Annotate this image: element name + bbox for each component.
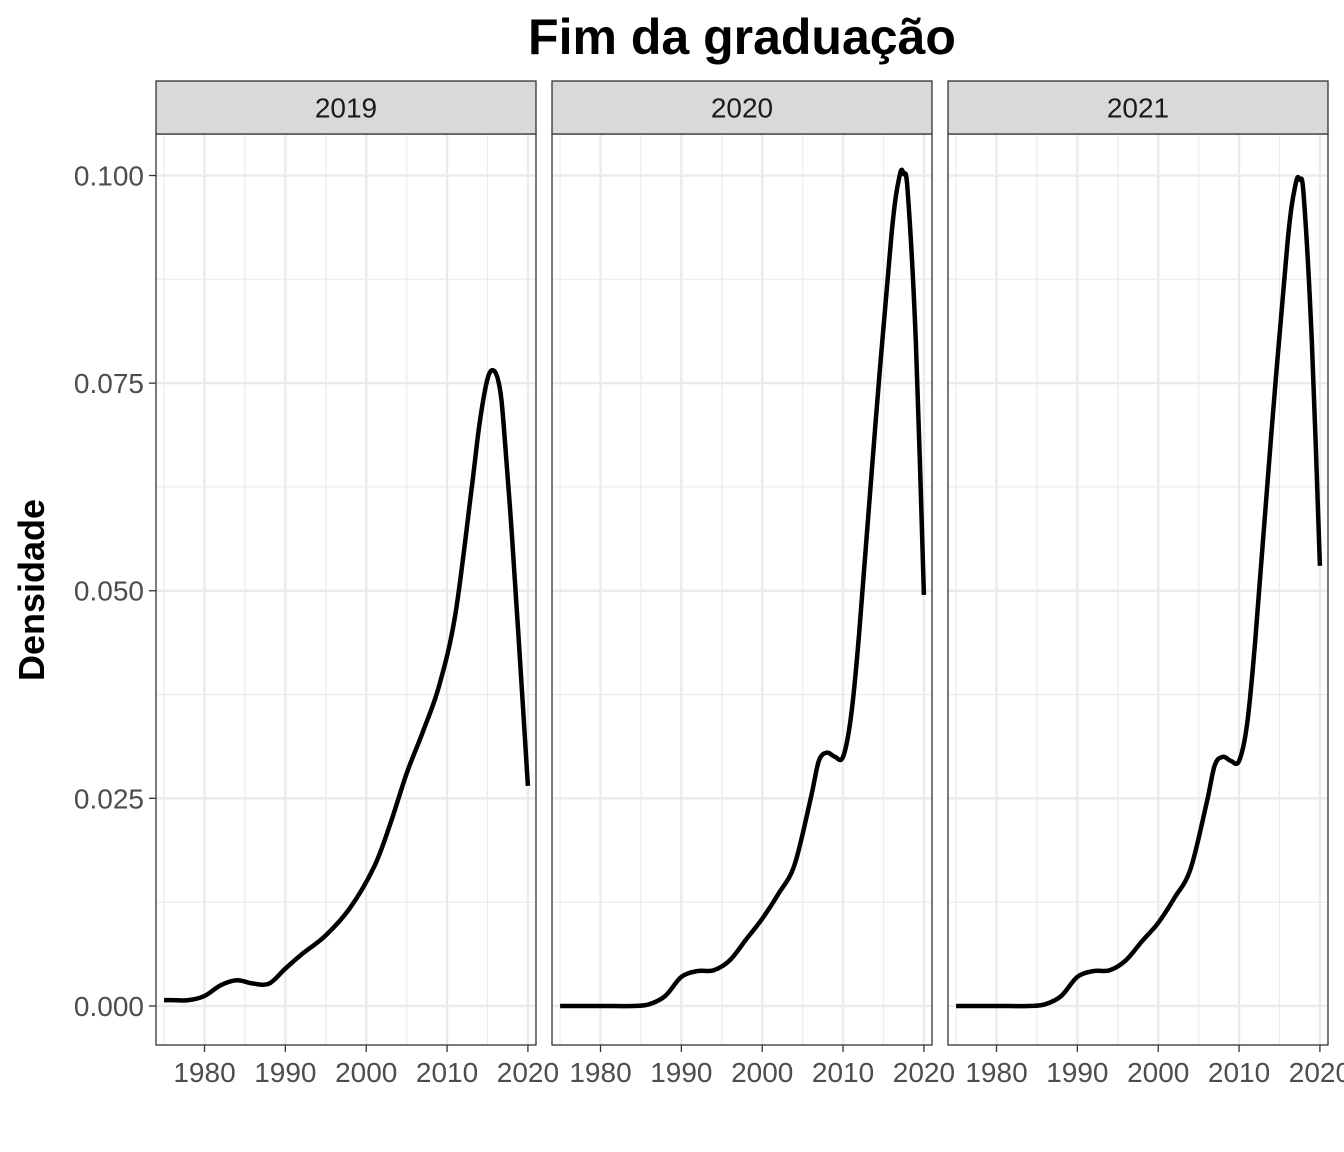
x-tick-label: 1990 xyxy=(650,1057,712,1088)
facet-panel-2019: 2019 1980 1990 2000 2010 2020 xyxy=(155,80,559,1088)
density-line-2021 xyxy=(956,174,1323,1009)
x-tick-label: 2000 xyxy=(335,1057,397,1088)
facet-strip xyxy=(551,80,933,135)
panel-background xyxy=(156,134,536,1045)
x-tick-label: 2010 xyxy=(1208,1057,1270,1088)
density-line-2019 xyxy=(164,367,531,1003)
x-tick-label: 2010 xyxy=(812,1057,874,1088)
y-tick-label: 0.100 xyxy=(74,161,144,192)
panel-background xyxy=(552,134,932,1045)
x-tick-label: 2020 xyxy=(893,1057,955,1088)
x-tick-label: 2000 xyxy=(731,1057,793,1088)
chart-title: Fim da graduação xyxy=(528,9,956,65)
x-tick-label: 1980 xyxy=(569,1057,631,1088)
facet-strip-label: 2020 xyxy=(711,93,773,124)
x-tick-label: 2020 xyxy=(497,1057,559,1088)
y-tick-label: 0.075 xyxy=(74,368,144,399)
panel-background xyxy=(948,134,1328,1045)
density-line-2020 xyxy=(560,167,927,1009)
y-axis-label: Densidade xyxy=(11,499,52,681)
facet-panels: 2019 1980 1990 2000 2010 2020 2020 1980 1990 2000… xyxy=(155,80,1344,1088)
x-tick-label: 1990 xyxy=(1046,1057,1108,1088)
x-tick-label: 2010 xyxy=(416,1057,478,1088)
facet-panel-2021: 2021 1980 1990 2000 2010 2020 xyxy=(947,80,1344,1088)
x-tick-label: 1990 xyxy=(254,1057,316,1088)
y-axis: 0.000 0.025 0.050 0.075 0.100 xyxy=(74,161,156,1022)
x-tick-label: 2020 xyxy=(1289,1057,1344,1088)
y-tick-label: 0.000 xyxy=(74,991,144,1022)
x-tick-label: 1980 xyxy=(173,1057,235,1088)
facet-strip-label: 2019 xyxy=(315,93,377,124)
facet-strip xyxy=(947,80,1329,135)
x-tick-label: 2000 xyxy=(1127,1057,1189,1088)
x-tick-label: 1980 xyxy=(965,1057,1027,1088)
facet-strip xyxy=(155,80,537,135)
facet-panel-2020: 2020 1980 1990 2000 2010 2020 xyxy=(551,80,955,1088)
facet-strip-label: 2021 xyxy=(1107,93,1169,124)
y-tick-label: 0.025 xyxy=(74,783,144,814)
y-tick-label: 0.050 xyxy=(74,576,144,607)
